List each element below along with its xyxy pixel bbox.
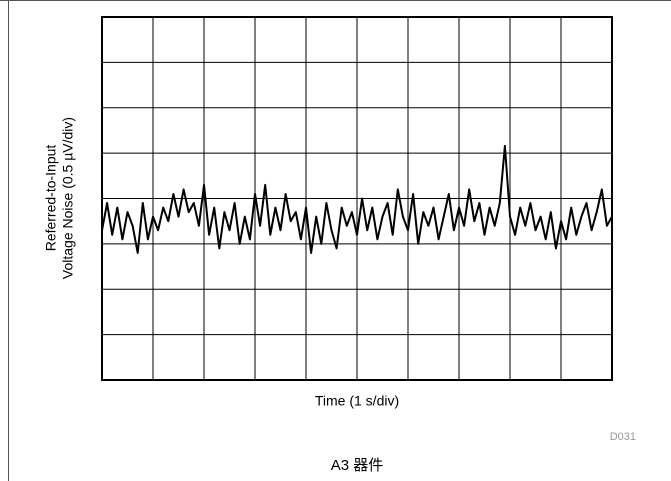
noise-trace <box>101 144 613 254</box>
caption: A3 器件 <box>331 457 384 474</box>
y-axis-label: Voltage Noise (0.5 µV/div) <box>60 117 76 279</box>
plot-frame <box>101 16 613 381</box>
figure-code: D031 <box>610 431 636 443</box>
y-axis-label: Referred-to-Input <box>43 145 59 252</box>
x-axis-label: Time (1 s/div) <box>315 393 399 409</box>
